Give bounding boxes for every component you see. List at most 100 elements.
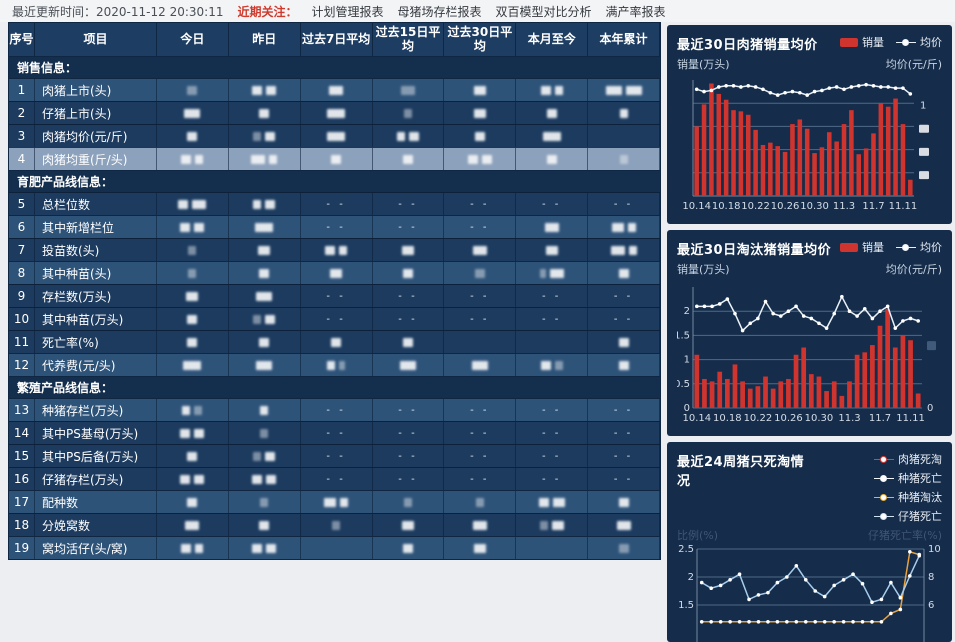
nav-link-full-capacity-report[interactable]: 满产率报表 (605, 4, 666, 19)
value-cell: - - (588, 285, 660, 307)
row-number: 3 (9, 125, 35, 147)
table-row[interactable]: 2 仔猪上市(头) (9, 101, 660, 124)
legend-item-种猪死亡[interactable]: 种猪死亡 (874, 470, 942, 486)
chart-title: 最近24周猪只死淘情况 (677, 455, 805, 489)
svg-text:0: 0 (684, 403, 690, 414)
legend-item-均价[interactable]: 均价 (896, 34, 942, 50)
value-cell (444, 79, 517, 101)
nav-link-plan-report[interactable]: 计划管理报表 (311, 4, 384, 19)
table-row[interactable]: 13 种猪存栏(万头) - - - - - - - - - - (9, 398, 660, 421)
no-data-dashes: - - (470, 198, 490, 210)
svg-text:11.3: 11.3 (838, 413, 860, 424)
legend-item-种猪淘汰[interactable]: 种猪淘汰 (874, 489, 942, 505)
row-label: 窝均活仔(头/窝) (35, 537, 157, 559)
value-cell (373, 331, 445, 353)
redacted-value-blob (185, 520, 200, 530)
value-cell: - - (444, 285, 517, 307)
table-row[interactable]: 10 其中种苗(万头) - - - - - - - - - - (9, 307, 660, 330)
table-row[interactable]: 11 死亡率(%) (9, 330, 660, 353)
table-row[interactable]: 17 配种数 (9, 490, 660, 513)
redacted-value-blob (473, 543, 486, 553)
table-row[interactable]: 5 总栏位数 - - - - - - - - - - (9, 192, 660, 215)
redacted-value-blob (400, 85, 415, 95)
value-cell (229, 79, 301, 101)
no-data-dashes: - - (398, 198, 418, 210)
redacted-value-blob (618, 543, 629, 553)
redacted-value-blob (402, 337, 413, 347)
redacted-value-blob (187, 131, 198, 141)
value-cell (444, 491, 517, 513)
row-number: 9 (9, 285, 35, 307)
column-header-4: 过去7日平均 (301, 23, 373, 56)
row-label: 肉猪均重(斤/头) (35, 148, 157, 170)
redacted-value-blob (253, 314, 262, 324)
table-row[interactable]: 3 肉猪均价(元/斤) (9, 124, 660, 147)
redacted-value-blob (187, 85, 198, 95)
redacted-value-blob (256, 360, 273, 370)
table-row[interactable]: 9 存栏数(万头) - - - - - - - - - - (9, 284, 660, 307)
legend-item-肉猪死淘[interactable]: 肉猪死淘 (874, 451, 942, 467)
right-axis-title: 仔猪死亡率(%) (867, 529, 942, 542)
table-row[interactable]: 15 其中PS后备(万头) - - - - - - - - - - (9, 444, 660, 467)
legend-item-销量[interactable]: 销量 (840, 34, 884, 50)
svg-text:11.11: 11.11 (896, 413, 925, 424)
redacted-value-blob (184, 108, 201, 118)
value-cell (301, 239, 373, 261)
update-time-value: 2020-11-12 20:30:11 (96, 4, 224, 19)
table-row[interactable]: 12 代养费(元/头) (9, 353, 660, 376)
legend-item-均价[interactable]: 均价 (896, 239, 942, 255)
no-data-dashes: - - (326, 198, 346, 210)
value-cell (373, 537, 445, 559)
value-cell (229, 148, 301, 170)
value-cell: - - (301, 216, 373, 238)
table-row[interactable]: 16 仔猪存栏(万头) - - - - - - - - - - (9, 467, 660, 490)
redacted-value-blob (187, 337, 198, 347)
table-row[interactable]: 18 分娩窝数 (9, 513, 660, 536)
table-row[interactable]: 7 投苗数(头) (9, 238, 660, 261)
table-row[interactable]: 4 肉猪均重(斤/头) (9, 147, 660, 170)
no-data-dashes: - - (326, 290, 346, 302)
table-row[interactable]: 19 窝均活仔(头/窝) (9, 536, 660, 559)
value-cell (301, 514, 373, 536)
table-row[interactable]: 1 肉猪上市(头) (9, 78, 660, 101)
svg-text:10.26: 10.26 (771, 201, 800, 212)
value-cell: - - (444, 193, 517, 215)
value-cell (157, 285, 229, 307)
redacted-value-blob (473, 108, 486, 118)
legend-item-销量[interactable]: 销量 (840, 239, 884, 255)
redacted-value-blob (401, 520, 414, 530)
nav-link-model-compare[interactable]: 双百模型对比分析 (495, 4, 592, 19)
value-cell (157, 422, 229, 444)
row-label: 其中PS基母(万头) (35, 422, 157, 444)
redacted-value-blob (554, 85, 563, 95)
redacted-value-blob (260, 497, 269, 507)
value-cell: - - (373, 285, 445, 307)
redacted-value-blob (258, 245, 271, 255)
value-cell (229, 468, 301, 490)
legend-item-仔猪死亡[interactable]: 仔猪死亡 (874, 508, 942, 524)
value-cell: - - (301, 285, 373, 307)
row-number: 14 (9, 422, 35, 444)
axis-titles: 销量(万头) 均价(元/斤) (667, 53, 952, 72)
table-row[interactable]: 6 其中新增栏位 - - - - - - (9, 215, 660, 238)
value-cell (157, 491, 229, 513)
nav-link-sow-farm-report[interactable]: 母猪场存栏报表 (397, 4, 482, 19)
row-label: 其中种苗(万头) (35, 308, 157, 330)
table-row[interactable]: 8 其中种苗(头) (9, 261, 660, 284)
redacted-value-blob (618, 360, 629, 370)
column-header-2: 今日 (157, 23, 229, 56)
no-data-dashes: - - (613, 450, 634, 462)
value-cell (588, 331, 660, 353)
left-axis-title: 销量(万头) (677, 58, 730, 71)
value-cell (157, 216, 229, 238)
value-cell (157, 331, 229, 353)
value-cell (516, 262, 589, 284)
svg-text:10.14: 10.14 (682, 413, 711, 424)
redacted-value-blob (619, 108, 628, 118)
table-row[interactable]: 14 其中PS基母(万头) - - - - - - - - - - (9, 421, 660, 444)
value-cell: - - (301, 445, 373, 467)
value-cell (516, 125, 589, 147)
svg-text:10.22: 10.22 (741, 201, 770, 212)
row-label: 其中PS后备(万头) (35, 445, 157, 467)
bar-legend-marker (840, 37, 858, 47)
